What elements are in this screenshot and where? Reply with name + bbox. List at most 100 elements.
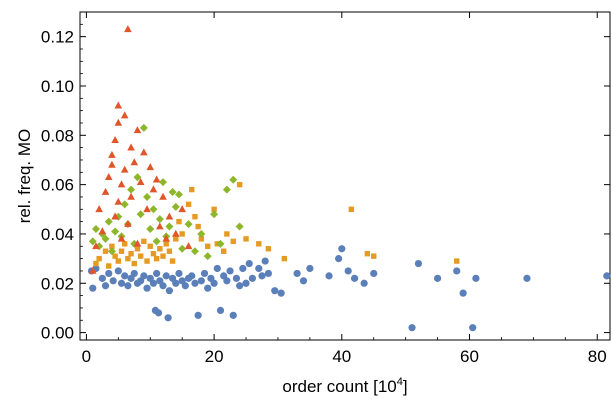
data-point-square	[230, 238, 236, 245]
data-point-triangle	[140, 148, 148, 156]
data-point-square	[179, 231, 185, 237]
data-point-circle	[117, 279, 126, 287]
data-point-circle	[459, 289, 467, 297]
data-point-diamond	[101, 234, 110, 243]
data-point-circle	[109, 277, 117, 285]
data-point-square	[256, 241, 262, 247]
data-point-circle	[245, 259, 253, 268]
data-point-triangle	[159, 192, 167, 200]
data-point-triangle	[111, 136, 119, 144]
data-point-circle	[216, 306, 225, 315]
data-point-triangle	[111, 212, 119, 220]
data-point-triangle	[127, 192, 135, 200]
x-tick-label: 60	[460, 347, 479, 366]
data-point-square	[150, 250, 157, 257]
data-point-circle	[197, 277, 205, 285]
data-point-triangle	[133, 239, 142, 247]
y-tick-label: 0.04	[41, 225, 74, 244]
data-point-circle	[408, 324, 416, 332]
data-point-triangle	[101, 187, 110, 195]
x-tick-label: 20	[205, 347, 224, 366]
data-point-circle	[414, 259, 423, 268]
y-axis-ticks: 0.00 0.02 0.04 0.06 0.08 0.10 0.12	[41, 23, 610, 343]
data-point-square	[189, 186, 195, 193]
data-point-triangle	[114, 118, 123, 126]
data-point-square	[192, 213, 198, 220]
data-point-square	[131, 260, 137, 267]
data-point-circle	[165, 287, 173, 295]
data-point-square	[224, 231, 230, 237]
data-point-diamond	[133, 173, 142, 182]
data-point-diamond	[168, 188, 177, 197]
data-point-circle	[469, 324, 477, 332]
data-point-square	[243, 236, 249, 242]
data-point-square	[348, 206, 355, 212]
data-point-square	[195, 223, 201, 230]
data-point-triangle	[120, 165, 129, 173]
data-point-circle	[226, 267, 234, 275]
data-point-circle	[194, 311, 202, 319]
data-point-triangle	[124, 25, 132, 33]
plot-frame	[79, 11, 611, 341]
data-point-circle	[350, 274, 359, 282]
data-point-diamond	[210, 210, 219, 219]
x-tick-label: 40	[332, 347, 351, 366]
data-point-circle	[523, 274, 531, 282]
data-point-diamond	[229, 175, 238, 184]
data-point-circle	[159, 282, 167, 290]
data-point-circle	[181, 282, 189, 290]
data-point-triangle	[108, 160, 116, 168]
data-point-circle	[242, 279, 250, 287]
data-point-square	[265, 246, 272, 252]
data-point-square	[153, 255, 160, 262]
data-point-triangle	[184, 242, 193, 250]
data-point-diamond	[91, 225, 100, 234]
data-point-square	[134, 246, 141, 252]
data-point-diamond	[222, 185, 231, 194]
data-point-square	[281, 255, 288, 262]
data-point-diamond	[146, 225, 155, 234]
data-point-circle	[344, 267, 352, 275]
x-axis-ticks: 0 20 40 60 80	[82, 12, 607, 366]
data-point-diamond	[127, 185, 136, 194]
data-point-circle	[149, 279, 158, 287]
data-point-triangle	[98, 227, 107, 235]
data-point-circle	[299, 277, 308, 285]
data-point-square	[125, 255, 131, 262]
data-point-square	[371, 253, 377, 259]
data-point-triangle	[130, 158, 139, 166]
y-tick-label: 0.12	[41, 28, 74, 47]
data-point-square	[128, 250, 134, 257]
data-point-circle	[153, 269, 161, 278]
data-point-triangle	[143, 205, 151, 213]
data-point-triangle	[146, 163, 155, 171]
data-point-diamond	[139, 123, 148, 132]
data-point-diamond	[178, 244, 187, 253]
data-point-triangle	[108, 150, 116, 158]
data-point-circle	[124, 282, 132, 290]
data-point-circle	[229, 311, 237, 319]
data-point-triangle	[114, 197, 123, 205]
data-point-triangle	[149, 185, 158, 193]
data-point-square	[364, 250, 371, 257]
data-point-circle	[335, 255, 343, 263]
data-point-circle	[175, 269, 183, 278]
data-point-triangle	[178, 205, 186, 213]
data-point-square	[173, 236, 179, 242]
data-point-diamond	[171, 202, 180, 211]
y-tick-label: 0.08	[41, 126, 74, 145]
data-point-square	[147, 243, 153, 249]
data-point-diamond	[235, 222, 244, 231]
data-point-circle	[603, 272, 611, 280]
data-point-square	[236, 181, 243, 188]
data-point-circle	[264, 269, 272, 278]
data-point-circle	[143, 284, 151, 292]
data-point-triangle	[156, 222, 164, 230]
data-point-diamond	[216, 239, 225, 248]
data-point-circle	[360, 279, 368, 287]
data-point-triangle	[136, 177, 145, 185]
data-point-square	[211, 206, 217, 212]
data-point-circle	[255, 264, 263, 273]
data-point-triangle	[124, 219, 132, 227]
data-point-square	[176, 218, 182, 225]
